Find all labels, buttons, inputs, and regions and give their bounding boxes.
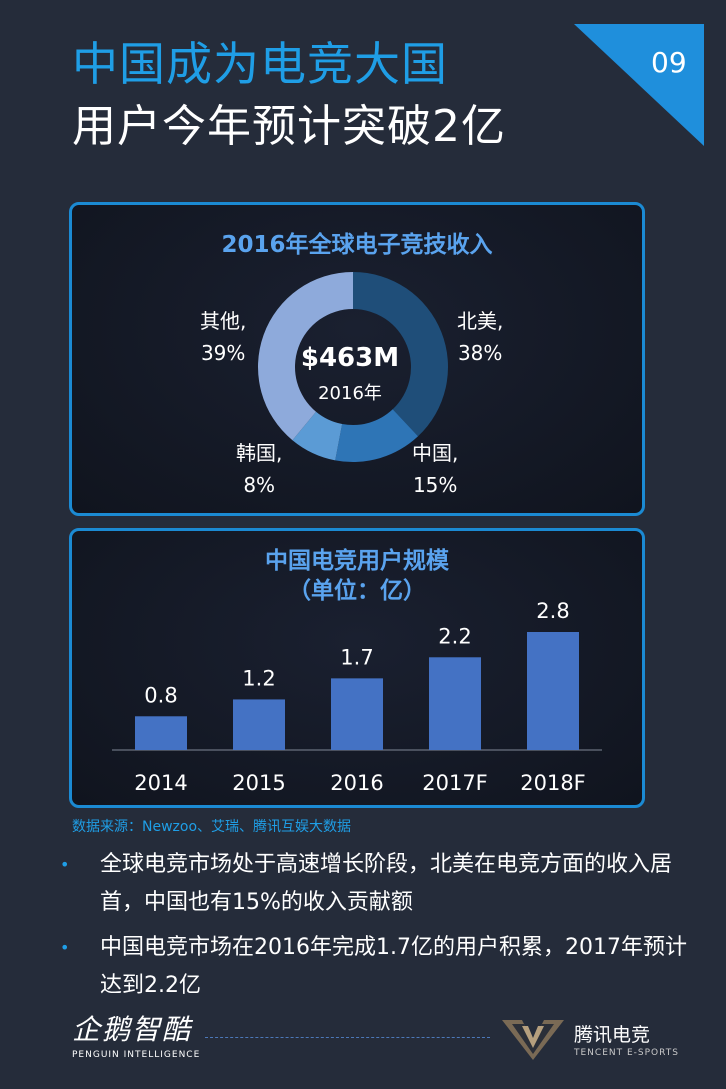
page-title-line2: 用户今年预计突破2亿 bbox=[72, 101, 506, 152]
page-title-line1: 中国成为电竞大国 bbox=[72, 37, 448, 91]
bar-value-label: 2.8 bbox=[536, 599, 569, 623]
revenue-panel-title: 2016年全球电子竞技收入 bbox=[221, 232, 493, 258]
logo-right-cn: 腾讯电竞 bbox=[574, 1024, 651, 1046]
x-tick-label: 2017F bbox=[422, 771, 488, 795]
users-bar-chart: 0.8 2014 1.2 2015 1.7 2016 2.2 2017F 2.8 2018F bbox=[112, 599, 602, 795]
donut-slice-korea bbox=[292, 411, 343, 461]
data-source: 数据来源：Newzoo、艾瑞、腾讯互娱大数据 bbox=[72, 819, 352, 835]
donut-label-other: 其他, 39% bbox=[200, 305, 246, 369]
donut-label-pct: 8% bbox=[243, 473, 276, 497]
bar-2017F bbox=[429, 657, 481, 750]
donut-label-pct: 15% bbox=[412, 473, 458, 497]
bar-value-label: 0.8 bbox=[144, 683, 177, 707]
donut-center-value: $463M bbox=[300, 343, 400, 373]
bar-value-label: 1.7 bbox=[340, 645, 373, 669]
bar-2015 bbox=[233, 699, 285, 750]
users-panel: 中国电竞用户规模 （单位：亿） 0.8 2014 1.2 2015 1.7 2016 2.2… bbox=[69, 528, 645, 808]
donut-label-name: 其他, bbox=[200, 309, 247, 333]
revenue-donut-chart bbox=[258, 272, 448, 462]
donut-label-china: 中国, 15% bbox=[412, 437, 458, 501]
tencent-esports-emblem-icon bbox=[502, 1020, 564, 1060]
donut-label-korea: 韩国, 8% bbox=[236, 437, 282, 501]
donut-slice-other bbox=[258, 272, 353, 441]
bullet-text: 中国电竞市场在2016年完成1.7亿的用户积累，2017年预计达到2.2亿 bbox=[100, 935, 687, 998]
donut-label-north-america: 北美, 38% bbox=[457, 305, 503, 369]
revenue-panel: 2016年全球电子竞技收入 $463M 2016年 北美, 38% 中国, 15… bbox=[69, 202, 645, 516]
donut-slice-north-america bbox=[353, 272, 448, 437]
bar-value-label: 2.2 bbox=[438, 624, 471, 648]
x-tick-label: 2015 bbox=[232, 771, 285, 795]
footer-divider bbox=[205, 1037, 490, 1038]
donut-label-name: 韩国, bbox=[236, 441, 283, 465]
donut-slice-china bbox=[335, 409, 419, 462]
x-tick-label: 2018F bbox=[520, 771, 586, 795]
page-number: 09 bbox=[651, 46, 687, 79]
users-panel-title: 中国电竞用户规模 bbox=[265, 548, 449, 574]
donut-label-pct: 39% bbox=[200, 341, 246, 365]
logo-left-en: PENGUIN INTELLIGENCE bbox=[72, 1050, 201, 1060]
users-panel-subtitle: （单位：亿） bbox=[288, 578, 426, 604]
logo-left-cn: 企鹅智酷 bbox=[72, 1013, 193, 1046]
logo-right-en: TENCENT E-SPORTS bbox=[574, 1048, 679, 1058]
penguin-intelligence-logo: 企鹅智酷 PENGUIN INTELLIGENCE bbox=[72, 1008, 200, 1060]
bullet-dot: • bbox=[60, 855, 70, 874]
donut-label-name: 北美, bbox=[457, 309, 504, 333]
x-tick-label: 2014 bbox=[134, 771, 187, 795]
bullet-dot: • bbox=[60, 938, 70, 957]
bar-2014 bbox=[135, 716, 187, 750]
donut-center-subtitle: 2016年 bbox=[318, 383, 382, 404]
donut-label-pct: 38% bbox=[457, 341, 503, 365]
bar-value-label: 1.2 bbox=[242, 666, 275, 690]
x-tick-label: 2016 bbox=[330, 771, 383, 795]
bar-2016 bbox=[331, 678, 383, 750]
tencent-esports-logo: 腾讯电竞 TENCENT E-SPORTS bbox=[500, 1012, 678, 1066]
donut-label-name: 中国, bbox=[412, 441, 459, 465]
page-corner-badge bbox=[574, 24, 704, 146]
bullet-text: 全球电竞市场处于高速增长阶段，北美在电竞方面的收入居首，中国也有15%的收入贡献… bbox=[100, 852, 673, 915]
bar-2018F bbox=[527, 632, 579, 750]
